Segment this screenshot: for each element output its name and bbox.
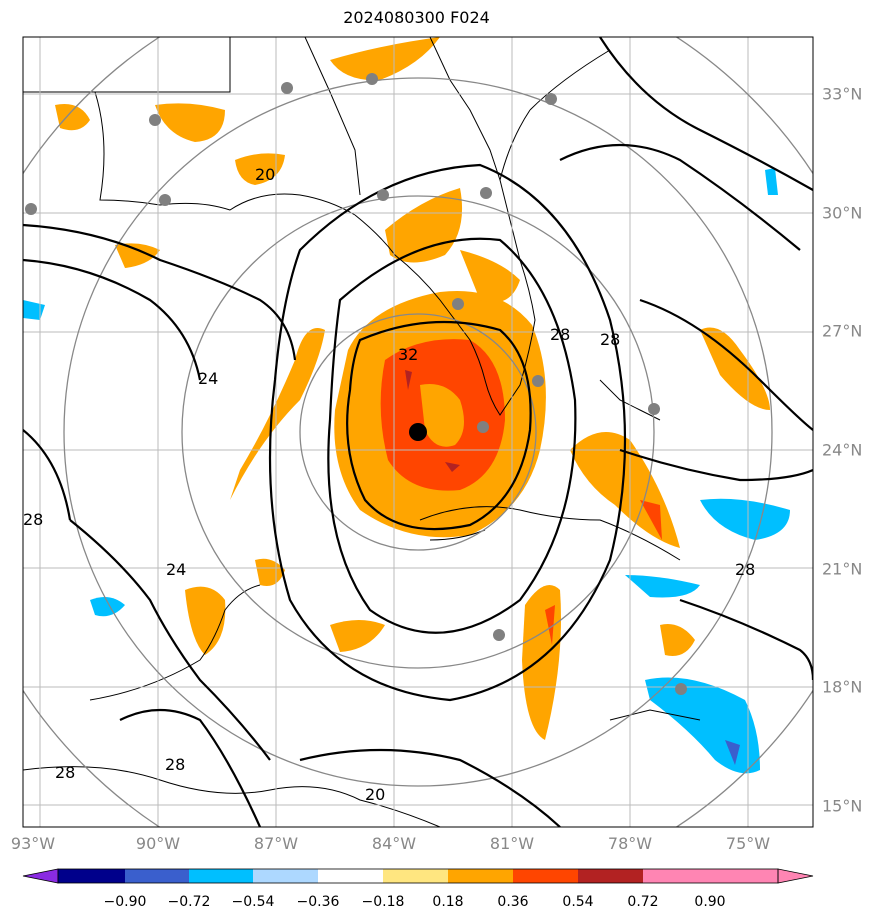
- coastline-yucatan: [89, 584, 261, 701]
- contour-layer: [23, 37, 813, 827]
- shade-orange-ne: [460, 250, 520, 303]
- coastline-gulf: [159, 193, 356, 216]
- shade-orange-inner: [420, 384, 464, 447]
- shade-orange-nw-c: [235, 153, 285, 185]
- lat-label-21n: 21°N: [822, 559, 863, 579]
- contour-28-outer: [268, 163, 627, 702]
- shade-orange-yucatan: [185, 586, 226, 655]
- range-rings: [23, 37, 813, 827]
- contour-label-32: 32: [398, 345, 418, 364]
- shade-red-south: [545, 605, 555, 645]
- contour-west-a: [23, 223, 297, 361]
- contour-label-24b: 24: [198, 369, 218, 388]
- contour-far-west: [23, 429, 72, 521]
- contour-label-20b: 20: [365, 785, 385, 804]
- contour-label-24a: 24: [166, 560, 186, 579]
- lon-label-90w: 90°W: [135, 834, 181, 853]
- contour-labels: 32 28 24 20 28 24 28 20 28 28 28: [23, 165, 755, 804]
- shade-blue-east: [700, 498, 790, 540]
- contour-label-28d: 28: [735, 560, 755, 579]
- colorbar-tick-7: 0.36: [497, 894, 529, 910]
- contour-label-28a: 28: [550, 325, 570, 344]
- shade-blue-west: [90, 596, 125, 617]
- shade-orange-far-east: [700, 327, 770, 410]
- colorbar-tick-8: 0.54: [562, 894, 594, 910]
- lat-label-18n: 18°N: [822, 677, 863, 697]
- range-ring-3: [63, 77, 773, 787]
- range-ring-2: [181, 195, 655, 669]
- lat-label-33n: 33°N: [822, 84, 863, 104]
- contour-24-west: [69, 519, 271, 761]
- map-title: 2024080300 F024: [343, 8, 490, 27]
- shade-blue-ne: [765, 168, 778, 195]
- colorbar-tick-9: 0.72: [627, 894, 659, 910]
- colorbar-tick-10: 0.90: [694, 894, 726, 910]
- contour-label-28c: 28: [55, 763, 75, 782]
- contour-ne-b: [559, 143, 801, 251]
- coastline-louisiana: [94, 91, 161, 206]
- shade-orange-carib-c: [255, 558, 285, 586]
- contour-label-20a: 20: [255, 165, 275, 184]
- shading-layer: [23, 37, 790, 774]
- shade-orange-nw-b: [55, 104, 90, 131]
- contour-se: [679, 598, 813, 681]
- lon-label-75w: 75°W: [725, 834, 771, 853]
- coastline-southeast: [529, 49, 611, 111]
- range-ring-1: [299, 313, 537, 551]
- shade-orange-top: [330, 37, 440, 81]
- shade-orange-carib-b: [660, 624, 695, 656]
- coastline-florida: [354, 109, 536, 416]
- colorbar-tick-2: −0.72: [167, 894, 211, 910]
- coastline-cuba: [419, 506, 681, 561]
- shade-darkred-b: [445, 462, 460, 472]
- lon-label-84w: 84°W: [371, 834, 417, 853]
- lon-label-81w: 81°W: [489, 834, 535, 853]
- lat-label-15n: 15°N: [822, 796, 863, 816]
- storm-center-marker: [409, 423, 427, 441]
- shade-orange-west: [230, 328, 325, 500]
- contour-label-28f: 28: [600, 330, 620, 349]
- state-boundary-c: [429, 37, 501, 181]
- coastline-hispaniola: [609, 709, 701, 721]
- contour-label-28e: 28: [23, 510, 43, 529]
- colorbar-tick-6: 0.18: [432, 894, 464, 910]
- contour-west-b: [23, 258, 202, 381]
- colorbar-tick-3: −0.54: [231, 894, 275, 910]
- colorbar-tick-4: −0.36: [296, 894, 340, 910]
- contour-south: [299, 748, 561, 827]
- shade-blue-carib: [625, 575, 700, 598]
- contour-east-a: [639, 298, 813, 431]
- shade-darkred-a: [405, 370, 412, 390]
- state-boundary-a: [23, 37, 231, 93]
- lon-label-78w: 78°W: [607, 834, 653, 853]
- shade-orange-carib-a: [330, 620, 385, 652]
- contour-32: [346, 320, 532, 531]
- shade-orange-w-gulf: [115, 243, 160, 268]
- contour-label-28b: 28: [165, 755, 185, 774]
- contour-south-west: [119, 708, 262, 827]
- shade-red-east: [640, 500, 662, 540]
- lat-label-30n: 30°N: [822, 203, 863, 223]
- graticule: [23, 37, 813, 827]
- contour-ne-a: [599, 37, 813, 191]
- lat-label-27n: 27°N: [822, 321, 863, 341]
- lon-label-93w: 93°W: [10, 834, 56, 853]
- lat-label-24n: 24°N: [822, 440, 863, 460]
- colorbar: [22, 868, 814, 884]
- shade-orange-nw-a: [155, 103, 225, 142]
- colorbar-tick-5: −0.18: [361, 894, 405, 910]
- contour-east-b: [619, 448, 813, 482]
- map-frame: [22, 36, 814, 828]
- state-boundary-b: [304, 37, 361, 196]
- colorbar-tick-1: −0.90: [103, 894, 147, 910]
- contour-28-inner: [327, 237, 577, 634]
- lon-label-87w: 87°W: [253, 834, 299, 853]
- station-markers: [25, 73, 687, 695]
- shade-midblue-se: [725, 740, 740, 765]
